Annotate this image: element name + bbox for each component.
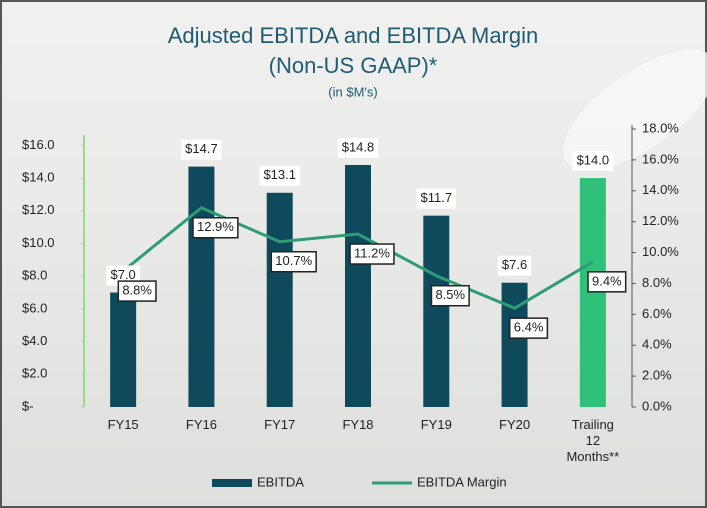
y2-tick-label: 18.0% [642,120,679,135]
y2-tick-label: 16.0% [642,151,679,166]
margin-value-label: 6.4% [514,320,544,335]
margin-value-label: 8.5% [435,287,465,302]
chart-page: Adjusted EBITDA and EBITDA Margin (Non-U… [0,0,707,508]
x-tick-label: FY16 [166,417,236,433]
y-tick-label: $16.0 [22,137,55,152]
y2-tick-label: 0.0% [642,398,672,413]
x-tick-label: FY15 [88,417,158,433]
y2-tick-label: 2.0% [642,368,672,383]
legend-label: EBITDA [257,474,304,489]
bar [423,216,449,407]
background-pill [544,27,707,192]
legend-label: EBITDA Margin [417,474,507,489]
y-tick-label: $10.0 [22,235,55,250]
y-tick-label: $- [22,398,34,413]
y-tick-label: $6.0 [22,300,47,315]
y-tick-label: $8.0 [22,268,47,283]
bar-value-label: $7.0 [110,267,135,282]
y2-tick-label: 10.0% [642,244,679,259]
y-tick-label: $4.0 [22,333,47,348]
y2-tick-label: 12.0% [642,213,679,228]
margin-value-label: 10.7% [275,253,312,268]
legend-swatch [212,479,252,487]
bar [267,193,293,407]
y2-tick-label: 14.0% [642,182,679,197]
y-tick-label: $14.0 [22,169,55,184]
bar-value-label: $11.7 [420,190,452,205]
y2-tick-label: 8.0% [642,275,672,290]
bar-value-label: $14.8 [342,139,375,154]
margin-value-label: 9.4% [592,273,622,288]
x-tick-label: FY17 [245,417,315,433]
bar-value-label: $14.0 [577,152,610,167]
bar [188,167,214,407]
bar [110,293,136,407]
bar-value-label: $7.6 [502,257,527,272]
y2-tick-label: 6.0% [642,306,672,321]
bar-value-label: $14.7 [185,141,218,156]
margin-value-label: 11.2% [354,245,390,260]
x-tick-label: FY20 [480,417,550,433]
y-tick-label: $12.0 [22,202,55,217]
x-tick-label: FY18 [323,417,393,433]
margin-value-label: 8.8% [122,283,152,298]
bar-value-label: $13.1 [263,167,296,182]
chart-subtitle: (Non-US GAAP)* [269,53,438,78]
margin-value-label: 12.9% [197,219,234,234]
y-tick-label: $2.0 [22,366,47,381]
x-tick-label: Trailing 12 Months** [558,417,628,465]
y2-tick-label: 4.0% [642,337,672,352]
units-note: (in $M's) [328,84,377,99]
x-tick-label: FY19 [401,417,471,433]
chart-title: Adjusted EBITDA and EBITDA Margin [168,23,539,48]
bar [345,165,371,407]
